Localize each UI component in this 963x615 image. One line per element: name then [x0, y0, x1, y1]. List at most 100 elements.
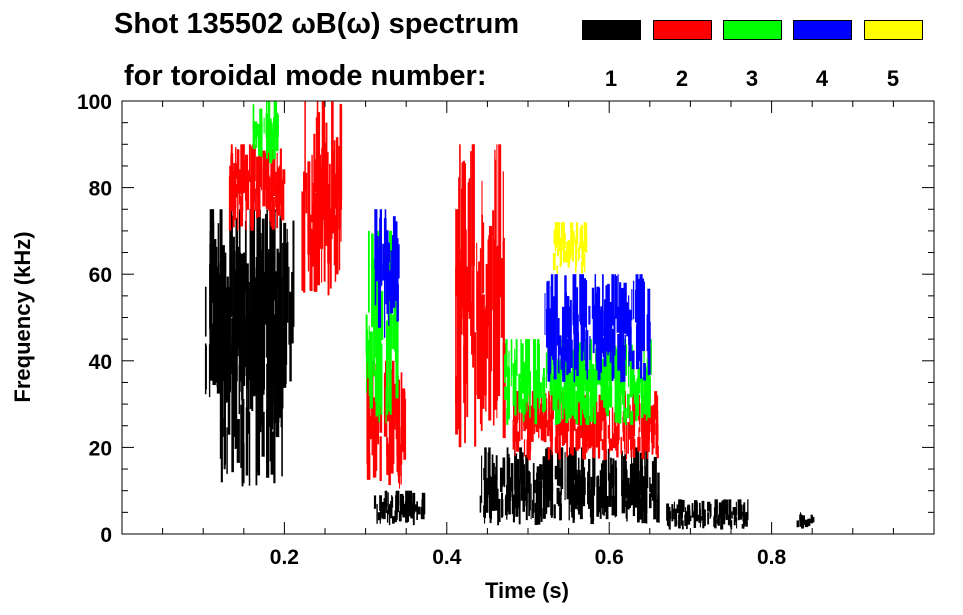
spectral-streak [506, 469, 509, 483]
spectral-streak [698, 502, 701, 523]
spectral-streak [738, 504, 742, 520]
spectral-streak [262, 150, 266, 207]
spectral-streak [309, 214, 312, 291]
spectral-streak [236, 149, 240, 194]
spectral-streak [590, 476, 594, 525]
spectral-streak [580, 224, 583, 249]
spectral-streak [570, 371, 572, 419]
y-axis-label: Frequency (kHz) [10, 231, 35, 402]
spectral-streak [391, 496, 394, 508]
spectral-streak [530, 410, 533, 442]
spectral-streak [366, 388, 370, 464]
spectral-streak [631, 350, 635, 370]
spectral-streak [277, 167, 281, 216]
spectral-streak [572, 447, 576, 480]
spectral-streak [403, 398, 407, 460]
spectral-streak [532, 463, 535, 513]
spectral-streak [583, 278, 585, 342]
spectral-streak [250, 145, 252, 200]
spectral-streak [589, 344, 593, 392]
spectral-streak [536, 466, 540, 485]
spectral-streak [593, 380, 595, 403]
spectral-streak [259, 275, 262, 371]
legend-label-mode-5: 5 [886, 66, 900, 91]
spectral-streak [629, 404, 631, 431]
spectral-streak [554, 465, 558, 480]
spectral-streak [245, 170, 250, 210]
spectral-streak [321, 198, 323, 283]
spectral-streak [579, 228, 581, 250]
spectral-streak [242, 144, 245, 194]
spectral-streak [279, 217, 282, 335]
spectral-streak [611, 407, 614, 446]
spectral-streak [515, 391, 519, 421]
spectral-streak [481, 455, 483, 504]
spectral-streak [238, 169, 241, 205]
spectral-streak [682, 499, 685, 513]
spectral-streak [676, 504, 679, 514]
spectral-streak [575, 390, 578, 425]
spectral-streak [592, 315, 595, 354]
spectral-streak [604, 299, 607, 329]
spectral-streak [386, 230, 389, 314]
spectral-streak [378, 294, 382, 407]
spectral-streak [602, 481, 604, 515]
spectral-streak [263, 117, 265, 134]
spectral-streak [639, 464, 643, 495]
spectral-streak [372, 360, 374, 419]
spectral-streak [254, 121, 258, 135]
spectral-streak [458, 261, 462, 448]
spectral-streak [630, 428, 635, 449]
spectral-streak [728, 499, 732, 518]
spectral-streak [373, 397, 376, 441]
spectral-streak [647, 288, 651, 359]
spectral-streak [271, 196, 275, 230]
spectral-streak [732, 507, 736, 515]
spectral-streak [581, 245, 583, 260]
spectral-streak [656, 395, 659, 439]
spectral-streak [622, 345, 626, 382]
spectral-streak [693, 511, 697, 528]
spectral-streak [579, 474, 583, 520]
spectral-streak [381, 291, 384, 340]
spectral-streak [365, 314, 368, 393]
spectral-streak [566, 430, 569, 457]
spectral-streak [645, 447, 649, 489]
spectral-streak [575, 236, 578, 253]
spectral-streak [632, 467, 636, 517]
spectral-streak [607, 339, 609, 381]
spectral-streak [407, 492, 410, 514]
spectral-streak [327, 239, 330, 296]
spectral-streak [645, 410, 648, 444]
spectral-streak [741, 524, 745, 529]
spectral-streak [251, 300, 254, 412]
spectral-streak [389, 392, 392, 473]
spectral-streak [591, 287, 595, 319]
spectral-streak [267, 252, 271, 349]
spectral-streak [596, 311, 600, 357]
spectral-streak [260, 312, 264, 426]
spectral-streak [577, 247, 579, 262]
spectral-streak [481, 180, 483, 368]
spectral-streak [562, 316, 566, 382]
spectral-streak [491, 454, 494, 493]
spectral-streak [455, 267, 457, 406]
spectral-streak [256, 180, 258, 219]
spectral-streak [463, 234, 467, 384]
spectral-streak [527, 339, 531, 377]
spectral-streak [630, 410, 634, 425]
spectral-streak [605, 496, 609, 520]
spectral-streak [638, 427, 640, 445]
spectral-streak [681, 500, 683, 518]
spectral-streak [260, 165, 263, 191]
spectral-streak [603, 498, 605, 516]
spectral-streak [387, 270, 392, 301]
spectral-streak [394, 383, 396, 430]
spectral-streak [279, 313, 282, 418]
spectral-streak [567, 370, 570, 412]
spectral-streak [229, 209, 233, 318]
spectral-streak [578, 391, 581, 430]
spectral-streak [250, 175, 254, 231]
spectral-streak [587, 374, 590, 417]
spectral-streak [525, 463, 528, 507]
